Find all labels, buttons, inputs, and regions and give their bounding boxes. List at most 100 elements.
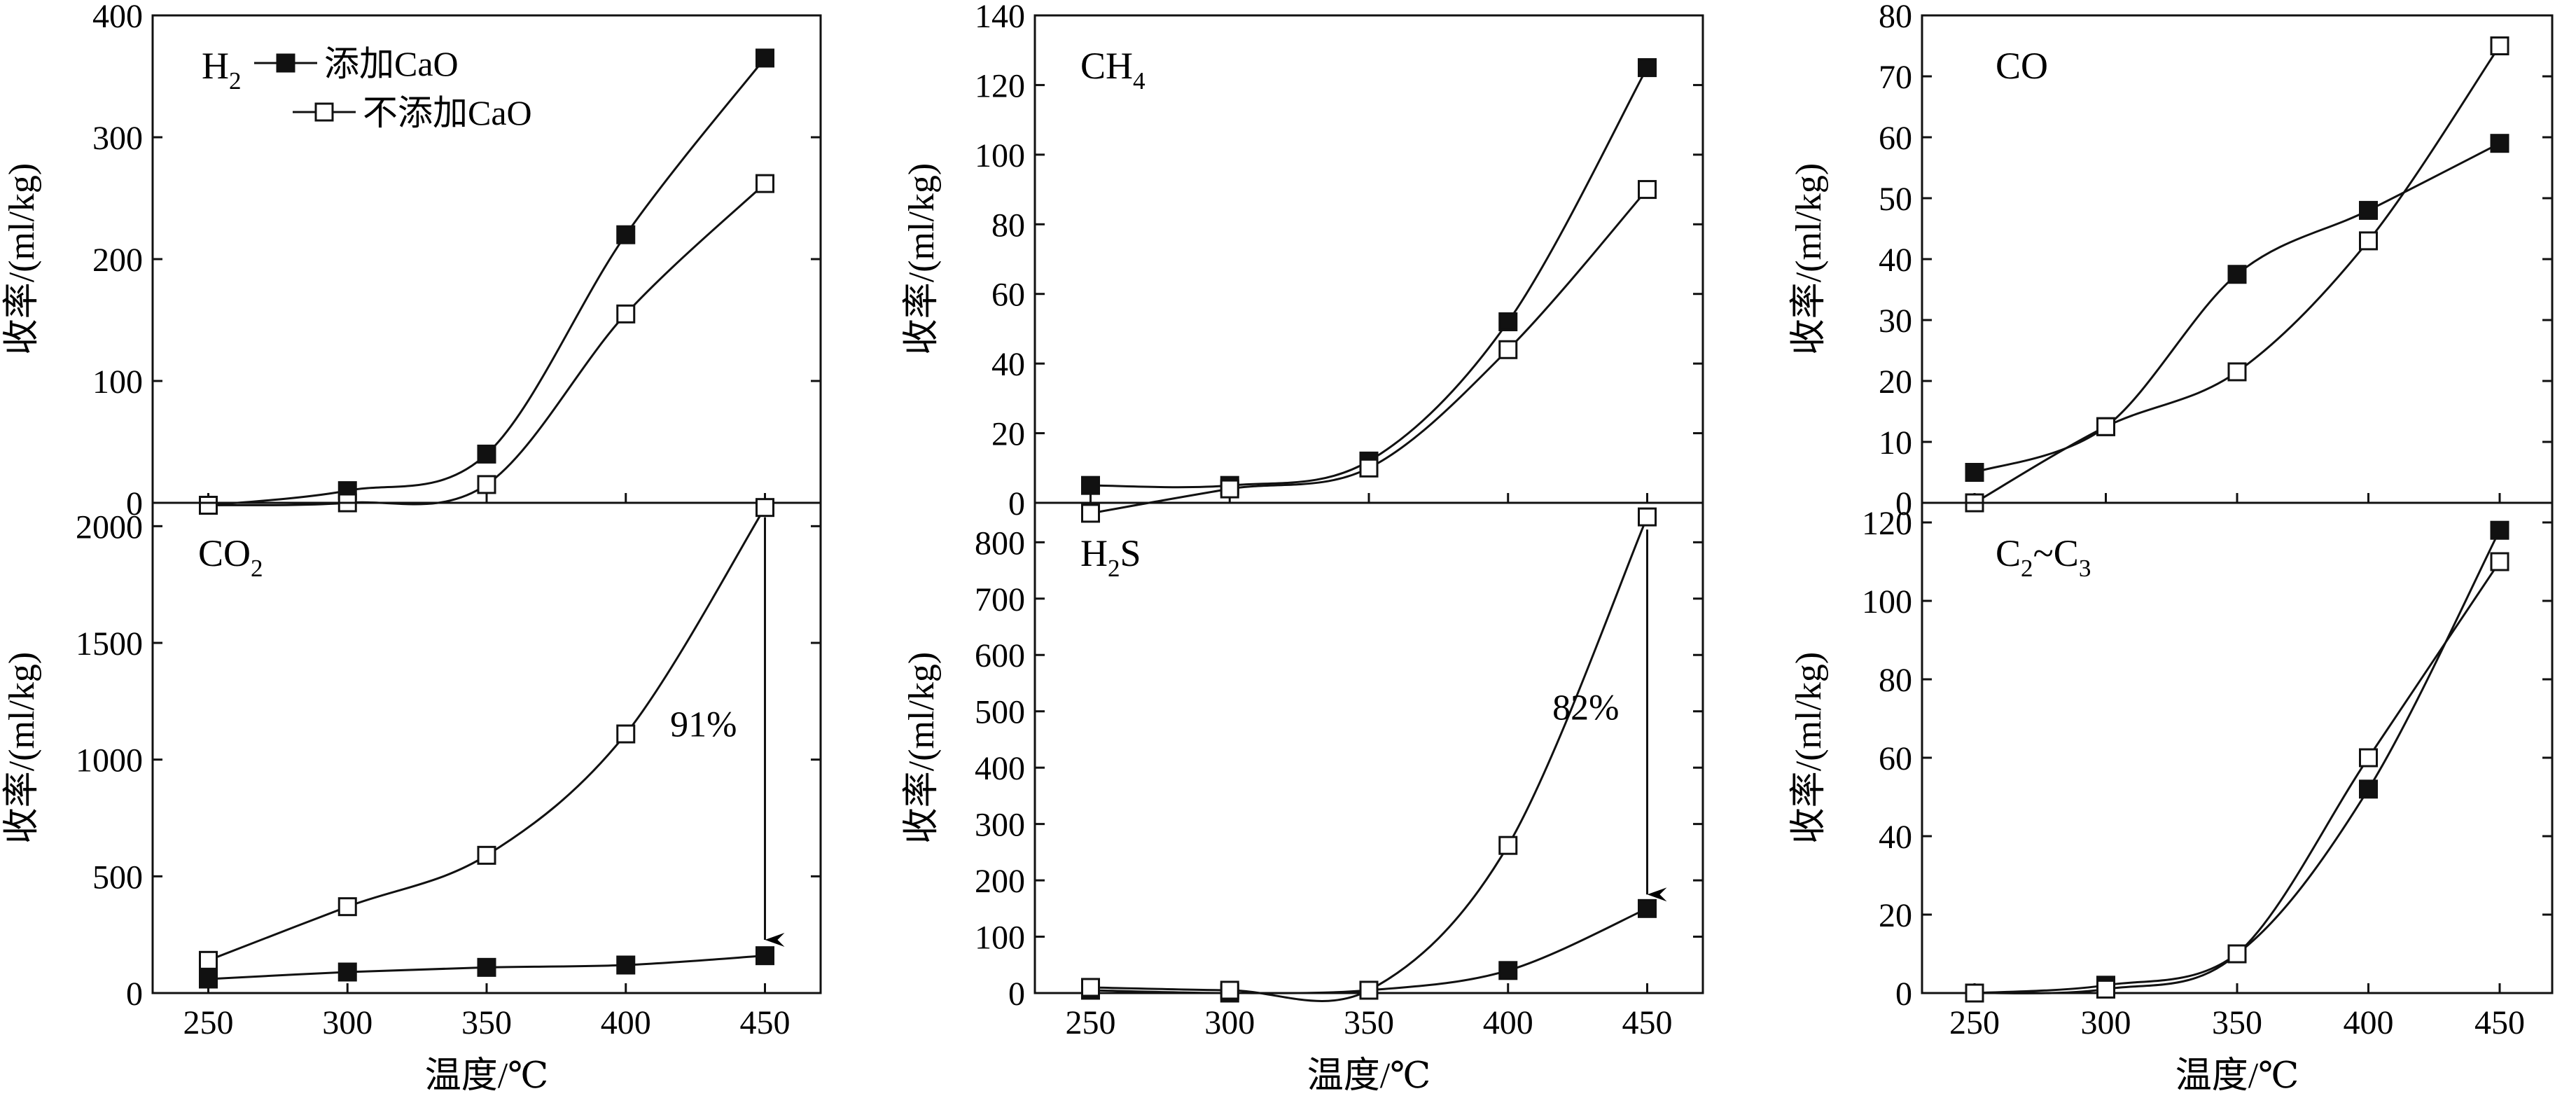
y-tick-label: 40: [991, 346, 1025, 383]
y-tick-label: 0: [1008, 976, 1025, 1013]
y-tick-label: 200: [92, 242, 143, 279]
y-tick-label: 60: [1879, 120, 1912, 157]
y-tick-label: 0: [1895, 485, 1912, 522]
data-point-with-cao: [2359, 779, 2378, 799]
data-point-without-cao: [477, 845, 496, 865]
x-tick-label: 300: [322, 1004, 373, 1041]
data-point-without-cao: [2359, 231, 2378, 251]
x-tick-label: 450: [1622, 1004, 1673, 1041]
x-axis-label: 温度/℃: [1307, 1056, 1431, 1096]
data-point-with-cao: [616, 955, 636, 975]
x-tick-label: 450: [2474, 1004, 2525, 1041]
data-point-without-cao: [2490, 552, 2509, 571]
x-tick-label: 300: [2081, 1004, 2131, 1041]
y-tick-label: 120: [975, 67, 1025, 104]
y-tick-label: 0: [1008, 485, 1025, 522]
data-point-with-cao: [1965, 463, 1984, 482]
x-tick-label: 350: [1344, 1004, 1394, 1041]
x-tick-label: 400: [1483, 1004, 1533, 1041]
panel-ch4: 0 20 40 60 80 100 120 140 收率/(ml/kg) CH4: [902, 0, 1704, 523]
data-point-without-cao: [2359, 748, 2378, 768]
y-tick-label: 30: [1879, 303, 1912, 340]
y-tick-label: 1000: [76, 742, 143, 779]
y-tick-label: 300: [92, 120, 143, 157]
y-tick-label: 100: [975, 137, 1025, 174]
series-line-with-cao: [208, 57, 766, 506]
data-point-without-cao: [2096, 979, 2115, 999]
data-point-with-cao: [756, 48, 774, 68]
y-tick-label: 500: [975, 694, 1025, 731]
series-line-with-cao: [1974, 142, 2500, 473]
data-point-without-cao: [616, 304, 636, 324]
x-tick-label: 350: [461, 1004, 512, 1041]
data-point-without-cao: [2227, 362, 2247, 382]
data-point-without-cao: [1081, 504, 1100, 523]
data-point-with-cao: [2490, 520, 2509, 540]
data-point-without-cao: [1081, 978, 1100, 997]
legend-label: 不添加CaO: [363, 93, 532, 132]
y-tick-label: 120: [1862, 505, 1912, 542]
data-point-without-cao: [2096, 417, 2115, 436]
series-line-with-cao: [1974, 529, 2501, 994]
panel-h2: 0 100 200 300 400 收率/(ml/kg) H2 添加CaO 不添加CaO: [2, 0, 822, 522]
y-tick-label: 20: [991, 416, 1025, 453]
legend-label: 添加CaO: [324, 44, 459, 83]
y-tick-label: 80: [991, 207, 1025, 244]
y-tick-label: 400: [92, 0, 143, 35]
gas-label: H2S: [1080, 532, 1141, 582]
series-line-without-cao: [207, 506, 766, 962]
x-axis-label: 温度/℃: [2175, 1056, 2299, 1096]
y-tick-label: 0: [1895, 976, 1912, 1013]
series-line-without-cao: [1974, 45, 2501, 504]
y-axis-label: 收率/(ml/kg): [1789, 652, 1829, 844]
series-line-without-cao: [1090, 188, 1648, 515]
x-tick-label: 400: [2344, 1004, 2394, 1041]
gas-label: CO2: [198, 532, 263, 582]
x-axis-label: 温度/℃: [425, 1056, 549, 1096]
y-tick-label: 50: [1879, 181, 1912, 218]
y-tick-label: 70: [1879, 59, 1912, 96]
y-tick-label: 400: [975, 750, 1025, 787]
gas-label: CH4: [1080, 45, 1146, 95]
y-tick-label: 80: [1879, 0, 1912, 35]
data-point-with-cao: [1498, 312, 1518, 331]
panel-co: 0 10 20 30 40 50 60 70 80 收率/(ml/kg) CO: [1789, 0, 2554, 522]
data-point-with-cao: [199, 969, 218, 989]
reduction-label: 91%: [670, 705, 737, 744]
series-line-with-cao: [1090, 907, 1648, 994]
data-point-with-cao: [477, 957, 496, 977]
y-tick-label: 1500: [76, 625, 143, 662]
panel-co2: 0 500 1000 1500 2000 250 300 350 400 450 温度/℃ 收率/(m…: [2, 498, 822, 1096]
plot-frame: [1033, 501, 1704, 994]
data-point-without-cao: [1220, 980, 1239, 1000]
y-axis-label: 收率/(ml/kg): [1789, 163, 1829, 355]
y-axis-label: 收率/(ml/kg): [902, 163, 942, 355]
x-tick-label: 250: [1949, 1004, 2000, 1041]
y-tick-label: 2000: [76, 508, 143, 546]
panel-c2-c3: 0 20 40 60 80 100 120 250 300 350 400 450 温度/℃ 收率/(ml…: [1789, 501, 2554, 1096]
data-point-without-cao: [616, 724, 636, 744]
gas-label: CO: [1996, 45, 2048, 87]
reduction-label: 82%: [1552, 688, 1619, 728]
series-line-without-cao: [208, 183, 766, 506]
series-line-with-cao: [1090, 67, 1648, 489]
y-tick-label: 100: [92, 363, 143, 401]
y-axis-label: 收率/(ml/kg): [902, 652, 942, 844]
x-tick-label: 450: [740, 1004, 791, 1041]
data-point-with-cao: [1638, 58, 1657, 78]
y-tick-label: 60: [991, 277, 1025, 314]
data-point-with-cao: [2227, 265, 2247, 284]
x-tick-label: 400: [601, 1004, 651, 1041]
y-tick-label: 140: [975, 0, 1025, 35]
data-point-with-cao: [477, 444, 496, 464]
data-point-without-cao: [1359, 980, 1379, 1000]
data-point-without-cao: [2490, 36, 2509, 55]
y-tick-label: 20: [1879, 897, 1912, 934]
plot-frame: [1921, 14, 2554, 504]
data-point-without-cao: [199, 495, 218, 515]
y-tick-label: 800: [975, 525, 1025, 562]
y-tick-label: 0: [126, 485, 143, 522]
data-point-with-cao: [337, 962, 357, 982]
y-tick-label: 0: [126, 976, 143, 1013]
